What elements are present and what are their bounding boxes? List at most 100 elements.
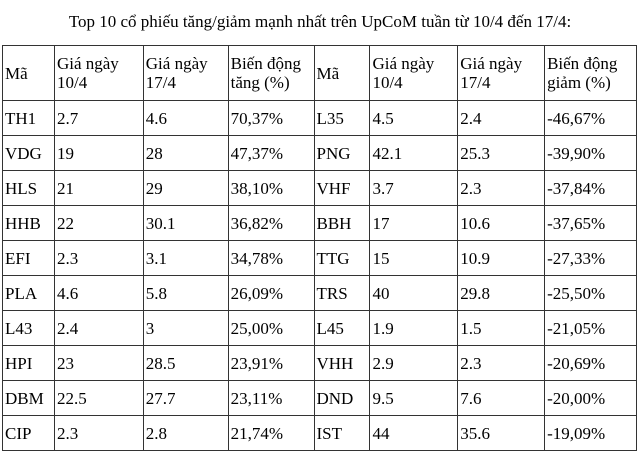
- column-header: Giá ngày 17/4: [457, 45, 546, 101]
- table-cell: 36,82%: [227, 205, 315, 241]
- table-row: CIP 2.3 2.8 21,74% IST 44 35.6 -19,09%: [2, 415, 637, 451]
- column-header: Biến động tăng (%): [227, 45, 315, 101]
- table-cell: VHH: [313, 345, 371, 381]
- table-cell: 21,74%: [227, 415, 315, 451]
- table-cell: 2.4: [457, 100, 546, 136]
- table-cell: 35.6: [457, 415, 546, 451]
- column-header: Mã: [313, 45, 371, 101]
- table-cell: 34,78%: [227, 240, 315, 276]
- table-cell: VHF: [313, 170, 371, 206]
- table-cell: -37,84%: [544, 170, 637, 206]
- stock-table: Mã Giá ngày 10/4 Giá ngày 17/4 Biến động tă…: [2, 45, 637, 451]
- table-cell: EFI: [2, 240, 55, 276]
- table-cell: 10.9: [457, 240, 546, 276]
- table-cell: 25.3: [457, 135, 546, 171]
- table-cell: DBM: [2, 380, 55, 416]
- table-cell: L35: [313, 100, 371, 136]
- table-cell: 15: [369, 240, 459, 276]
- table-cell: HHB: [2, 205, 55, 241]
- table-cell: 2.9: [369, 345, 459, 381]
- table-cell: BBH: [313, 205, 371, 241]
- column-header: Giá ngày 10/4: [53, 45, 144, 101]
- table-cell: L45: [313, 310, 371, 346]
- table-cell: -20,00%: [544, 380, 637, 416]
- column-header: Giá ngày 10/4: [369, 45, 459, 101]
- table-cell: 3.7: [369, 170, 459, 206]
- table-cell: 2.8: [142, 415, 229, 451]
- table-cell: -19,09%: [544, 415, 637, 451]
- table-cell: -21,05%: [544, 310, 637, 346]
- table-cell: -20,69%: [544, 345, 637, 381]
- table-cell: 7.6: [457, 380, 546, 416]
- table-cell: 40: [369, 275, 459, 311]
- table-cell: 23: [53, 345, 144, 381]
- table-cell: 29.8: [457, 275, 546, 311]
- table-cell: 3: [142, 310, 229, 346]
- table-cell: PLA: [2, 275, 55, 311]
- table-cell: -46,67%: [544, 100, 637, 136]
- column-header: Mã: [2, 45, 55, 101]
- table-cell: 2.3: [53, 415, 144, 451]
- column-header: Giá ngày 17/4: [142, 45, 229, 101]
- table-cell: 17: [369, 205, 459, 241]
- table-cell: 21: [53, 170, 144, 206]
- table-cell: 22.5: [53, 380, 144, 416]
- table-cell: 2.4: [53, 310, 144, 346]
- table-cell: 2.3: [457, 345, 546, 381]
- table-cell: -27,33%: [544, 240, 637, 276]
- table-cell: 26,09%: [227, 275, 315, 311]
- table-header-row: Mã Giá ngày 10/4 Giá ngày 17/4 Biến động tă…: [2, 45, 637, 101]
- table-cell: IST: [313, 415, 371, 451]
- table-cell: 2.3: [53, 240, 144, 276]
- table-cell: CIP: [2, 415, 55, 451]
- table-cell: 2.3: [457, 170, 546, 206]
- table-row: L43 2.4 3 25,00% L45 1.9 1.5 -21,05%: [2, 310, 637, 346]
- table-row: VDG 19 28 47,37% PNG 42.1 25.3 -39,90%: [2, 135, 637, 171]
- table-cell: -37,65%: [544, 205, 637, 241]
- table-cell: HLS: [2, 170, 55, 206]
- table-cell: DND: [313, 380, 371, 416]
- table-row: PLA 4.6 5.8 26,09% TRS 40 29.8 -25,50%: [2, 275, 637, 311]
- table-cell: 19: [53, 135, 144, 171]
- column-header: Biến động giảm (%): [544, 45, 637, 101]
- table-cell: TH1: [2, 100, 55, 136]
- table-cell: 28.5: [142, 345, 229, 381]
- table-cell: VDG: [2, 135, 55, 171]
- table-cell: 22: [53, 205, 144, 241]
- table-cell: 44: [369, 415, 459, 451]
- table-cell: 4.6: [142, 100, 229, 136]
- table-cell: 1.5: [457, 310, 546, 346]
- table-cell: -25,50%: [544, 275, 637, 311]
- table-cell: L43: [2, 310, 55, 346]
- document-title: Top 10 cổ phiếu tăng/giảm mạnh nhất trên…: [68, 12, 572, 31]
- table-cell: 29: [142, 170, 229, 206]
- table-cell: TRS: [313, 275, 371, 311]
- table-row: EFI 2.3 3.1 34,78% TTG 15 10.9 -27,33%: [2, 240, 637, 276]
- table-cell: 27.7: [142, 380, 229, 416]
- table-row: HHB 22 30.1 36,82% BBH 17 10.6 -37,65%: [2, 205, 637, 241]
- table-cell: 4.5: [369, 100, 459, 136]
- table-cell: 3.1: [142, 240, 229, 276]
- table-row: TH1 2.7 4.6 70,37% L35 4.5 2.4 -46,67%: [2, 100, 637, 136]
- table-cell: 5.8: [142, 275, 229, 311]
- table-cell: TTG: [313, 240, 371, 276]
- table-row: HPI 23 28.5 23,91% VHH 2.9 2.3 -20,69%: [2, 345, 637, 381]
- table-cell: 38,10%: [227, 170, 315, 206]
- table-cell: 30.1: [142, 205, 229, 241]
- table-row: DBM 22.5 27.7 23,11% DND 9.5 7.6 -20,00%: [2, 380, 637, 416]
- table-cell: 4.6: [53, 275, 144, 311]
- table-cell: 23,91%: [227, 345, 315, 381]
- table-cell: 42.1: [369, 135, 459, 171]
- table-cell: 47,37%: [227, 135, 315, 171]
- table-row: HLS 21 29 38,10% VHF 3.7 2.3 -37,84%: [2, 170, 637, 206]
- table-cell: 25,00%: [227, 310, 315, 346]
- table-cell: -39,90%: [544, 135, 637, 171]
- table-cell: 2.7: [53, 100, 144, 136]
- table-cell: PNG: [313, 135, 371, 171]
- table-cell: 70,37%: [227, 100, 315, 136]
- table-cell: 23,11%: [227, 380, 315, 416]
- table-cell: 9.5: [369, 380, 459, 416]
- table-cell: 10.6: [457, 205, 546, 241]
- table-cell: HPI: [2, 345, 55, 381]
- table-cell: 1.9: [369, 310, 459, 346]
